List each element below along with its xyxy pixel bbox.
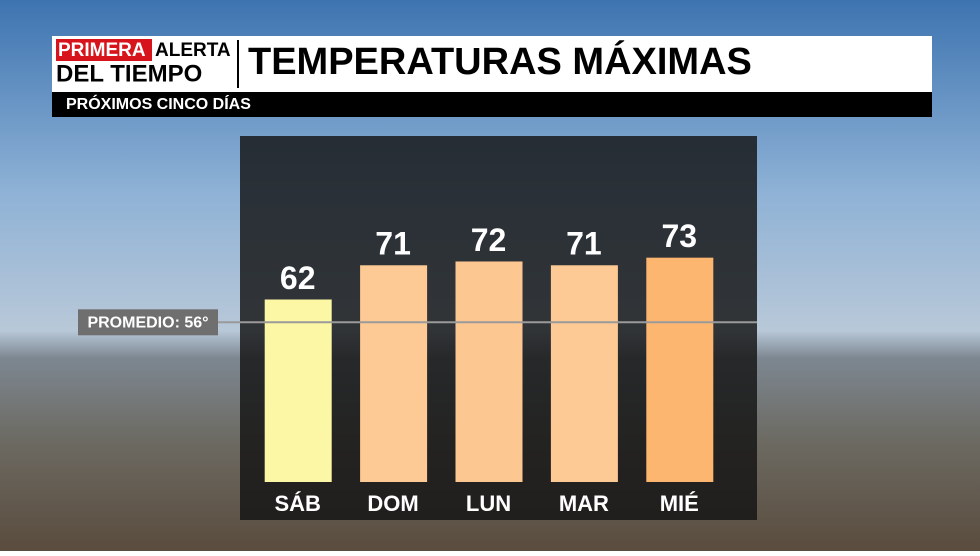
value-label: 71 xyxy=(566,226,602,262)
bar xyxy=(550,265,618,482)
bar xyxy=(264,299,332,482)
chart-subtitle: PRÓXIMOS CINCO DÍAS xyxy=(66,94,251,113)
logo-text: PRIMERA xyxy=(58,40,146,61)
x-tick-label: MIÉ xyxy=(660,491,699,516)
x-tick-label: SÁB xyxy=(274,491,320,516)
subtitle-bar xyxy=(52,92,932,117)
x-tick-label: MAR xyxy=(559,491,609,516)
chart-title: TEMPERATURAS MÁXIMAS xyxy=(248,39,752,83)
x-tick-label: LUN xyxy=(466,491,511,516)
value-label: 72 xyxy=(471,222,507,258)
bar xyxy=(455,261,523,482)
bar xyxy=(360,265,428,482)
value-label: 71 xyxy=(375,226,411,262)
value-label: 73 xyxy=(662,218,698,254)
reference-label-box xyxy=(78,309,218,336)
x-tick-label: DOM xyxy=(367,491,418,516)
reference-label: PROMEDIO: 56° xyxy=(87,315,208,332)
logo-text: ALERTA xyxy=(155,40,231,61)
logo-red xyxy=(56,39,152,61)
value-label: 62 xyxy=(280,260,316,296)
header-bar xyxy=(52,36,932,92)
logo-text: DEL TIEMPO xyxy=(56,60,202,87)
bar xyxy=(646,257,714,482)
